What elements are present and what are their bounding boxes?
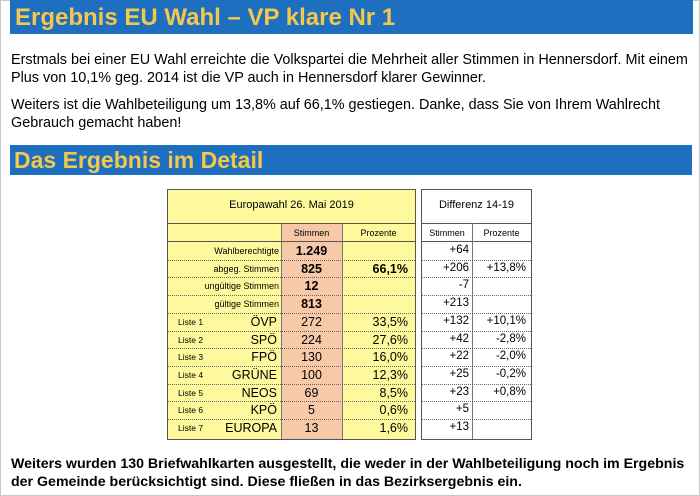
- summary-prozente: 66,1%: [372, 261, 408, 276]
- row-divider: [422, 295, 531, 297]
- summary-label: Wahlberechtigte: [214, 246, 279, 256]
- party-prozente: 12,3%: [372, 367, 408, 382]
- party-name: FPÖ: [251, 350, 277, 365]
- diff-stimmen: +206: [443, 261, 469, 274]
- results-table: Europawahl 26. Mai 2019 Stimmen Prozente W…: [167, 189, 416, 440]
- row-divider: [422, 419, 531, 420]
- row-divider: [422, 312, 531, 314]
- diff-stimmen: +22: [449, 350, 469, 363]
- results-table-title: Europawahl 26. Mai 2019: [229, 199, 354, 211]
- diff-stimmen: +13: [449, 421, 469, 433]
- diff-stimmen: +64: [449, 244, 469, 256]
- summary-label: ungültige Stimmen: [204, 281, 279, 292]
- party-prozente: 8,5%: [379, 385, 409, 400]
- difference-table: Differenz 14-19 Stimmen Prozente +64 +206 +1…: [421, 189, 532, 440]
- party-prozente: 16,0%: [372, 350, 408, 365]
- diff-prozente: -2,8%: [495, 332, 526, 345]
- intro-paragraph: Erstmals bei einer EU Wahl erreichte die…: [11, 52, 688, 86]
- diff-stimmen: +132: [443, 314, 469, 327]
- header-divider: [168, 241, 415, 242]
- row-divider: [422, 365, 531, 367]
- prozente-header: Prozente: [483, 228, 520, 238]
- row-divider: [422, 259, 531, 261]
- row-divider: [168, 419, 415, 420]
- row-divider: [422, 401, 531, 403]
- diff-stimmen: +213: [443, 297, 469, 310]
- summary-stimmen: 12: [304, 279, 319, 294]
- row-divider: [168, 330, 415, 332]
- row-divider: [422, 330, 531, 332]
- summary-label: abgeg. Stimmen: [213, 263, 279, 274]
- stimmen-header: Stimmen: [429, 228, 465, 238]
- party-stimmen: 130: [301, 350, 322, 365]
- party-liste: Liste 2: [178, 334, 204, 345]
- party-liste: Liste 1: [178, 316, 204, 327]
- party-name: NEOS: [241, 385, 277, 400]
- difference-table-title: Differenz 14-19: [438, 199, 514, 211]
- diff-stimmen: +25: [449, 367, 469, 380]
- header-divider: [422, 241, 531, 242]
- party-liste: Liste 3: [178, 352, 204, 363]
- row-divider: [168, 295, 415, 297]
- party-liste: Liste 5: [178, 387, 204, 398]
- postal-vote-note: Weiters wurden 130 Briefwahlkarten ausge…: [11, 456, 685, 490]
- heading-title: Ergebnis EU Wahl – VP klare Nr 1: [15, 4, 396, 31]
- row-divider: [422, 348, 531, 350]
- diff-stimmen: -7: [458, 279, 469, 292]
- summary-stimmen: 813: [301, 297, 322, 312]
- title-divider: [422, 223, 531, 224]
- summary-stimmen: 1.249: [295, 244, 328, 258]
- summary-stimmen: 825: [301, 261, 322, 276]
- party-name: GRÜNE: [231, 367, 277, 382]
- diff-prozente: +13,8%: [486, 261, 526, 274]
- row-divider: [422, 383, 531, 385]
- row-divider: [168, 383, 415, 385]
- party-name: EUROPA: [225, 421, 277, 435]
- diff-prozente: -2,0%: [495, 350, 526, 363]
- heading-banner: Ergebnis EU Wahl – VP klare Nr 1: [10, 0, 693, 34]
- turnout-paragraph: Weiters ist die Wahlbeteiligung um 13,8%…: [11, 97, 660, 131]
- party-stimmen: 5: [308, 403, 315, 418]
- diff-stimmen: +23: [449, 385, 469, 398]
- row-divider: [168, 277, 415, 279]
- row-divider: [168, 365, 415, 367]
- party-name: ÖVP: [250, 314, 277, 329]
- party-name: KPÖ: [250, 403, 277, 418]
- diff-stimmen: +5: [455, 403, 469, 416]
- party-stimmen: 224: [301, 332, 322, 347]
- summary-label: gültige Stimmen: [214, 299, 279, 310]
- row-divider: [168, 348, 415, 350]
- diff-prozente: -0,2%: [495, 367, 526, 380]
- prozente-header: Prozente: [360, 228, 397, 238]
- detail-title: Das Ergebnis im Detail: [14, 147, 264, 173]
- party-stimmen: 13: [304, 421, 319, 435]
- party-prozente: 0,6%: [379, 403, 409, 418]
- row-divider: [168, 401, 415, 403]
- title-divider: [168, 223, 415, 224]
- row-divider: [422, 277, 531, 279]
- row-divider: [168, 312, 415, 314]
- party-stimmen: 100: [301, 367, 322, 382]
- party-stimmen: 272: [301, 314, 322, 329]
- party-liste: Liste 7: [178, 423, 204, 433]
- party-prozente: 1,6%: [379, 421, 409, 435]
- party-stimmen: 69: [304, 385, 319, 400]
- party-name: SPÖ: [250, 332, 277, 347]
- detail-banner: Das Ergebnis im Detail: [10, 145, 692, 175]
- party-prozente: 27,6%: [372, 332, 408, 347]
- diff-stimmen: +42: [449, 332, 469, 345]
- party-liste: Liste 6: [178, 405, 204, 416]
- party-prozente: 33,5%: [372, 314, 408, 329]
- stimmen-header: Stimmen: [293, 228, 330, 238]
- party-liste: Liste 4: [178, 369, 204, 380]
- diff-prozente: +0,8%: [493, 385, 526, 398]
- row-divider: [168, 259, 415, 261]
- diff-prozente: +10,1%: [486, 314, 526, 327]
